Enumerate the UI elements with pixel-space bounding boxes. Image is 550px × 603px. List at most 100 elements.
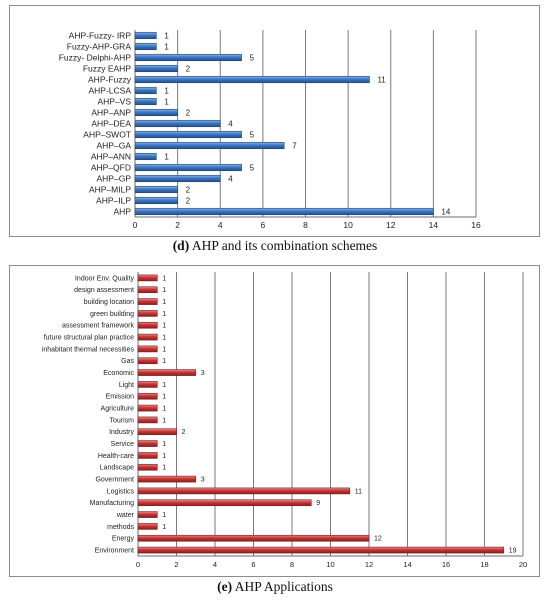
chart-e-tick-label: 2 (174, 560, 178, 569)
chart-d-category-label: AHP–MILP (89, 184, 131, 194)
chart-d-data-label: 4 (228, 174, 233, 183)
chart-e-category-label: Economic (103, 370, 134, 377)
chart-d-data-label: 5 (250, 130, 255, 139)
chart-e-data-label: 3 (201, 477, 205, 484)
chart-d-bar (134, 152, 157, 161)
chart-d-bar (134, 108, 178, 117)
chart-e-bar (137, 523, 158, 530)
chart-e-grid (137, 272, 524, 556)
chart-e-category-label: Gas (121, 358, 134, 365)
chart-d-category-label: Fuzzy-AHP-GRA (67, 41, 132, 51)
chart-e-data-label: 3 (201, 370, 205, 377)
chart-e-bar (137, 534, 370, 542)
chart-e-tick-label: 0 (136, 560, 140, 569)
chart-d-data-label: 2 (186, 64, 191, 73)
chart-e-bar (137, 428, 177, 436)
chart-e-bar (137, 357, 158, 365)
chart-d-tick-label: 10 (343, 220, 353, 230)
chart-e-data-label: 2 (182, 429, 186, 436)
chart-ahp-combination-schemes: 0 2 4 6 8 10 12 14 16 AHP-Fuzzy- IRP 1 Fuzzy-AHP-GR… (9, 5, 540, 237)
chart-d-tick-label: 4 (218, 220, 223, 230)
chart-d-tick-label: 14 (429, 220, 439, 230)
chart-e-bar (137, 333, 158, 341)
chart-e-tick-label: 6 (251, 560, 255, 569)
chart-d-category-label: AHP-Fuzzy (88, 74, 132, 84)
chart-d-data-label: 2 (186, 196, 191, 205)
chart-e-bar (137, 440, 158, 447)
chart-e-caption-text: AHP Applications (234, 579, 333, 594)
chart-e-bar (137, 452, 158, 459)
chart-d-frame (9, 5, 540, 237)
chart-e-data-label: 1 (162, 417, 166, 424)
chart-d-category-label: AHP (114, 206, 132, 216)
chart-e-category-label: Environment (95, 548, 134, 555)
chart-d-bar (134, 64, 178, 73)
chart-e-bar (137, 298, 158, 305)
chart-d-bar (134, 196, 178, 205)
chart-e-data-label: 12 (374, 536, 382, 543)
chart-e-category-label: Service (111, 441, 134, 448)
chart-e-category-label: methods (107, 524, 134, 531)
chart-d-data-label: 14 (441, 207, 450, 216)
chart-e-bar (137, 487, 351, 495)
chart-d-tick-label: 2 (175, 220, 180, 230)
chart-e-data-label: 1 (162, 346, 166, 353)
chart-d-data-label: 1 (164, 31, 169, 40)
chart-d-caption: (d) AHP and its combination schemes (0, 238, 550, 254)
chart-d-data-label: 11 (377, 75, 386, 84)
chart-e-bar (137, 416, 158, 424)
chart-d-data-label: 5 (250, 163, 255, 172)
chart-e-category-label: Government (95, 477, 134, 484)
chart-e-data-label: 1 (162, 311, 166, 318)
chart-e-tick-label: 12 (365, 560, 373, 569)
chart-e-data-label: 1 (162, 299, 166, 306)
chart-e-bar (137, 369, 197, 376)
chart-d-bar (134, 163, 242, 172)
chart-d-category-label: AHP–ANP (91, 107, 131, 117)
chart-e-category-label: design assessment (74, 287, 134, 294)
chart-d-bar (134, 119, 221, 128)
chart-d-bar (134, 141, 285, 150)
chart-e-bar (137, 475, 197, 483)
chart-d-category-label: AHP-Fuzzy- IRP (69, 30, 132, 40)
chart-d-data-label: 4 (228, 119, 233, 128)
chart-e-data-label: 9 (316, 500, 320, 507)
chart-e-bar (137, 274, 158, 282)
chart-e-data-label: 1 (162, 275, 166, 282)
chart-e-tick-label: 8 (290, 560, 294, 569)
chart-e-bar (137, 345, 158, 353)
chart-e-bar (137, 546, 505, 554)
chart-d-data-label: 1 (164, 97, 169, 106)
chart-d-data-label: 5 (250, 53, 255, 62)
chart-e-category-label: Health-care (98, 453, 134, 460)
chart-d-category-label: AHP–GP (97, 173, 132, 183)
chart-d-grid (134, 30, 477, 217)
chart-e-category-label: building location (84, 299, 134, 306)
chart-d-category-label: Fuzzy EAHP (83, 63, 132, 73)
chart-e-data-label: 1 (162, 465, 166, 472)
chart-d-bar (134, 75, 370, 84)
chart-d-category-label: AHP–SWOT (83, 129, 131, 139)
chart-e-data-label: 1 (162, 287, 166, 294)
chart-e-data-label: 1 (162, 406, 166, 413)
chart-e-caption: (e) AHP Applications (0, 579, 550, 595)
chart-e-category-label: Agriculture (101, 406, 135, 413)
chart-e-category-label: Landscape (100, 465, 134, 472)
chart-e-category-label: green building (90, 311, 134, 318)
chart-e-tick-label: 10 (326, 560, 334, 569)
chart-e-category-label: future structural plan practice (44, 335, 134, 342)
chart-d-caption-text: AHP and its combination schemes (191, 238, 378, 253)
chart-d-data-label: 7 (292, 141, 297, 150)
chart-e-category-label: Logistics (107, 488, 135, 495)
chart-d-category-label: AHP–ANN (91, 151, 131, 161)
chart-e-bar (137, 381, 158, 388)
chart-e-category-label: Energy (112, 536, 135, 543)
chart-e-data-label: 11 (355, 488, 362, 495)
chart-e-frame (9, 265, 540, 577)
chart-e-data-label: 1 (162, 323, 166, 330)
chart-e-data-label: 1 (162, 382, 166, 389)
chart-e-tick-label: 20 (519, 560, 527, 569)
chart-e-bar (137, 404, 158, 412)
chart-d-category-label: AHP–ILP (96, 195, 131, 205)
